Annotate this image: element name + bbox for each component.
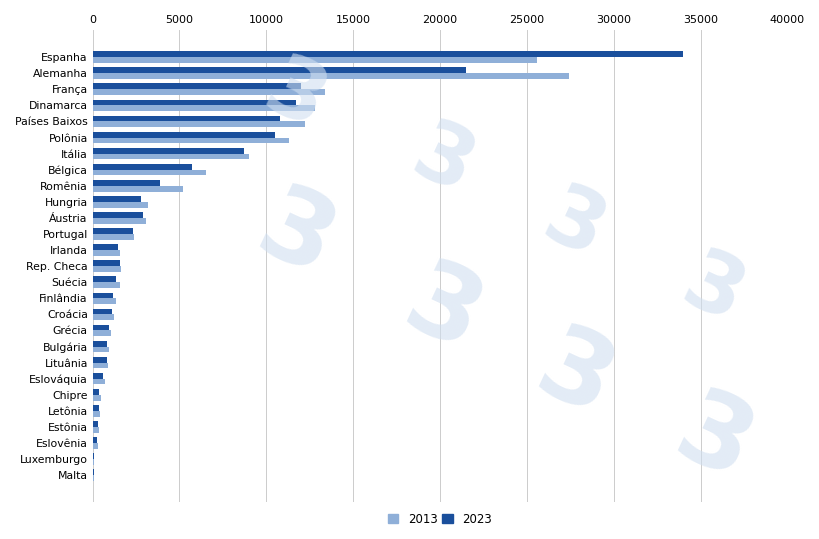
Bar	[93, 314, 114, 320]
Bar	[93, 212, 143, 218]
Text: 3: 3	[669, 242, 756, 340]
Bar	[93, 180, 161, 186]
Text: 3: 3	[251, 48, 338, 146]
Bar	[93, 421, 97, 427]
Bar	[93, 341, 107, 347]
Bar	[93, 260, 120, 266]
Legend: 2013, 2023: 2013, 2023	[384, 509, 495, 530]
Text: 3: 3	[388, 252, 496, 374]
Bar	[93, 277, 116, 282]
Bar	[93, 453, 94, 459]
Bar	[93, 379, 105, 384]
Bar	[93, 154, 249, 160]
Bar	[93, 459, 94, 465]
Bar	[93, 164, 192, 170]
Bar	[93, 73, 568, 79]
Bar	[93, 282, 120, 288]
Bar	[93, 84, 301, 89]
Bar	[93, 411, 100, 417]
Bar	[93, 293, 112, 298]
Bar	[93, 443, 98, 449]
Bar	[93, 228, 133, 234]
Bar	[93, 347, 109, 353]
Bar	[93, 357, 106, 363]
Bar	[93, 196, 141, 202]
Bar	[93, 330, 111, 336]
Bar	[93, 51, 682, 57]
Bar	[93, 363, 108, 369]
Bar	[93, 324, 109, 330]
Bar	[93, 266, 121, 272]
Text: 3: 3	[658, 381, 767, 503]
Bar	[93, 309, 111, 314]
Bar	[93, 218, 147, 224]
Bar	[93, 202, 148, 208]
Bar	[93, 105, 314, 111]
Bar	[93, 137, 288, 143]
Bar	[93, 148, 243, 154]
Text: 3: 3	[519, 316, 627, 438]
Bar	[93, 234, 134, 240]
Bar	[93, 298, 116, 304]
Text: 3: 3	[530, 177, 617, 275]
Bar	[93, 244, 118, 250]
Bar	[93, 437, 97, 443]
Bar	[93, 395, 101, 400]
Bar	[93, 427, 99, 433]
Bar	[93, 186, 183, 191]
Bar	[93, 132, 274, 137]
Bar	[93, 250, 120, 256]
Bar	[93, 170, 206, 176]
Bar	[93, 89, 325, 95]
Bar	[93, 100, 296, 105]
Text: 3: 3	[399, 113, 486, 211]
Bar	[93, 405, 99, 411]
Bar	[93, 389, 99, 395]
Bar	[93, 67, 465, 73]
Bar	[93, 57, 536, 63]
Bar	[93, 373, 103, 379]
Bar	[93, 116, 280, 121]
Text: 3: 3	[241, 176, 349, 298]
Bar	[93, 121, 304, 127]
